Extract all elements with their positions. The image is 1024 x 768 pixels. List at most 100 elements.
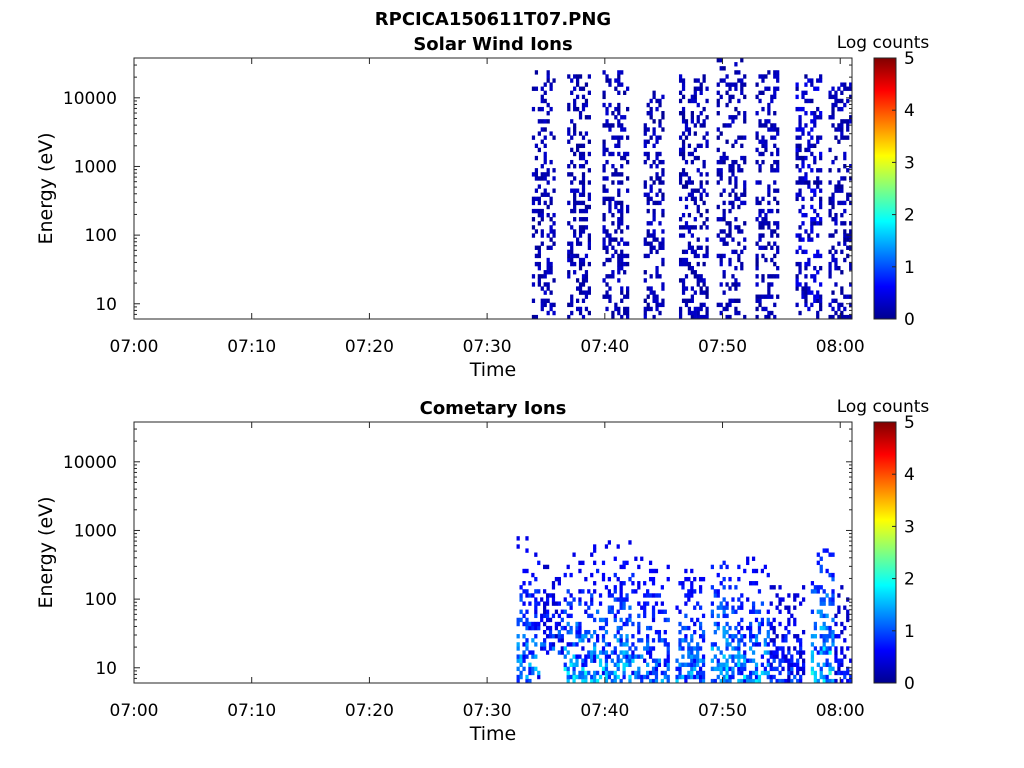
heatmap-cell — [728, 625, 732, 631]
heatmap-cell — [681, 286, 686, 291]
heatmap-cell — [687, 131, 692, 136]
heatmap-cell — [687, 662, 691, 667]
heatmap-cell — [613, 662, 617, 667]
x-tick-label: 07:40 — [580, 337, 629, 357]
heatmap-cell — [681, 585, 685, 590]
heatmap-cell — [534, 70, 539, 75]
heatmap-cell — [625, 638, 629, 643]
heatmap-cell — [551, 581, 556, 586]
heatmap-cell — [816, 78, 820, 83]
heatmap-cell — [810, 581, 815, 586]
heatmap-cell — [551, 634, 556, 639]
heatmap-cell — [772, 674, 776, 680]
heatmap-cell — [769, 654, 773, 659]
heatmap-cell — [828, 180, 832, 185]
heatmap-cell — [770, 151, 774, 157]
heatmap-cell — [628, 605, 632, 610]
heatmap-cell — [737, 646, 741, 651]
heatmap-cell — [728, 86, 732, 91]
heatmap-cell — [534, 196, 539, 202]
heatmap-cell — [773, 274, 777, 279]
heatmap-cell — [834, 212, 838, 218]
heatmap-cell — [678, 670, 682, 676]
heatmap-cell — [578, 200, 583, 206]
heatmap-cell — [628, 654, 632, 659]
heatmap-cell — [619, 625, 623, 631]
heatmap-cell — [614, 306, 618, 312]
heatmap-cell — [722, 609, 726, 614]
heatmap-cell — [620, 115, 624, 120]
heatmap-cell — [804, 265, 808, 271]
heatmap-cell — [657, 593, 662, 598]
heatmap-cell — [681, 168, 686, 173]
heatmap-cell — [602, 217, 606, 222]
heatmap-cell — [816, 184, 820, 189]
heatmap-cell — [698, 674, 703, 680]
heatmap-cell — [834, 298, 838, 303]
heatmap-cell — [620, 217, 624, 222]
heatmap-cell — [566, 589, 570, 594]
heatmap-cell — [799, 674, 803, 680]
heatmap-cell — [573, 98, 577, 104]
heatmap-cell — [537, 589, 541, 594]
heatmap-cell — [528, 593, 532, 598]
heatmap-cell — [705, 294, 709, 299]
heatmap-cell — [587, 196, 591, 202]
heatmap-cell — [754, 617, 759, 623]
heatmap-cell — [620, 237, 624, 242]
heatmap-cell — [716, 593, 720, 598]
heatmap-cell — [816, 294, 820, 299]
heatmap-cell — [773, 159, 777, 165]
heatmap-cell — [652, 290, 656, 295]
heatmap-cell — [690, 245, 694, 250]
heatmap-cell — [719, 650, 723, 655]
heatmap-cell — [801, 237, 805, 242]
heatmap-cell — [696, 306, 700, 312]
heatmap-cell — [690, 568, 694, 574]
heatmap-cell — [684, 601, 688, 606]
heatmap-cell — [643, 609, 647, 614]
heatmap-cell — [776, 200, 780, 206]
heatmap-cell — [648, 593, 653, 598]
heatmap-cell — [787, 678, 791, 684]
heatmap-cell — [687, 151, 692, 157]
heatmap-cell — [725, 74, 729, 79]
heatmap-cell — [725, 314, 729, 320]
heatmap-cell — [534, 229, 539, 234]
heatmap-cell — [551, 642, 556, 647]
heatmap-cell — [522, 589, 526, 594]
heatmap-cell — [646, 155, 650, 161]
heatmap-cell — [734, 184, 738, 189]
heatmap-cell — [575, 143, 580, 149]
heatmap-cell — [767, 106, 771, 112]
heatmap-cell — [620, 249, 624, 255]
heatmap-cell — [828, 196, 832, 202]
heatmap-cell — [687, 225, 692, 230]
heatmap-cell — [737, 605, 741, 610]
heatmap-cell — [619, 605, 623, 610]
heatmap-cell — [608, 78, 612, 83]
heatmap-cell — [698, 589, 703, 594]
heatmap-cell — [831, 204, 835, 210]
heatmap-cell — [666, 576, 670, 582]
heatmap-cell — [613, 556, 617, 561]
heatmap-cell — [551, 613, 556, 619]
heatmap-cell — [801, 127, 805, 132]
heatmap-cell — [610, 593, 614, 598]
heatmap-cell — [660, 638, 664, 643]
heatmap-cell — [807, 180, 811, 185]
heatmap-cell — [584, 274, 589, 279]
heatmap-cell — [690, 180, 694, 185]
heatmap-cell — [570, 188, 574, 193]
heatmap-cell — [626, 106, 630, 112]
heatmap-cell — [773, 94, 777, 100]
heatmap-cell — [525, 654, 529, 659]
heatmap-cell — [516, 674, 520, 680]
heatmap-cell — [534, 654, 538, 659]
heatmap-cell — [519, 662, 523, 667]
heatmap-cell — [613, 613, 617, 619]
heatmap-cell — [769, 662, 773, 667]
heatmap-cell — [705, 208, 709, 214]
heatmap-cell — [722, 666, 726, 672]
